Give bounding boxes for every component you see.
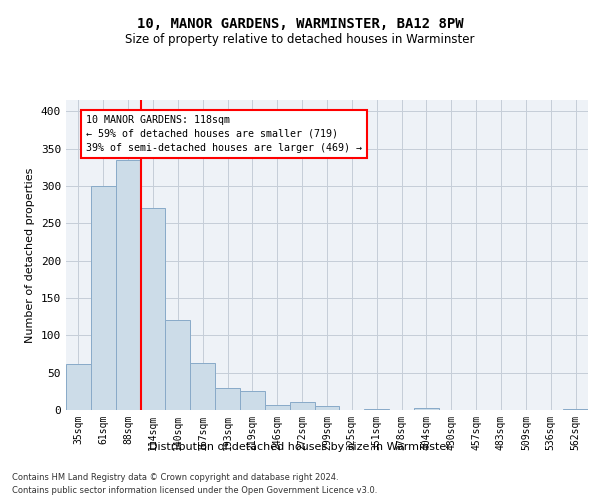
Bar [265,405,290,410]
Bar [364,408,389,410]
Bar [66,364,91,410]
Text: Contains public sector information licensed under the Open Government Licence v3: Contains public sector information licen… [12,486,377,495]
Bar [240,390,265,410]
Bar [414,408,439,410]
Bar [290,402,314,410]
Text: Contains HM Land Registry data © Crown copyright and database right 2024.: Contains HM Land Registry data © Crown c… [12,472,338,482]
Text: 10 MANOR GARDENS: 118sqm
← 59% of detached houses are smaller (719)
39% of semi-: 10 MANOR GARDENS: 118sqm ← 59% of detach… [86,115,362,153]
Bar [116,160,140,410]
Y-axis label: Number of detached properties: Number of detached properties [25,168,35,342]
Bar [314,406,340,410]
Bar [215,388,240,410]
Text: Size of property relative to detached houses in Warminster: Size of property relative to detached ho… [125,32,475,46]
Text: 10, MANOR GARDENS, WARMINSTER, BA12 8PW: 10, MANOR GARDENS, WARMINSTER, BA12 8PW [137,18,463,32]
Bar [166,320,190,410]
Bar [563,408,588,410]
Bar [140,208,166,410]
Bar [190,363,215,410]
Bar [91,186,116,410]
Text: Distribution of detached houses by size in Warminster: Distribution of detached houses by size … [149,442,451,452]
